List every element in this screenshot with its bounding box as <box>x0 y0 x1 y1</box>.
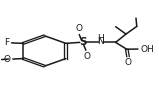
Text: O: O <box>83 52 90 61</box>
Text: N: N <box>97 37 103 46</box>
Text: O: O <box>124 58 131 67</box>
Text: OH: OH <box>141 45 154 54</box>
Text: S: S <box>79 37 86 47</box>
Text: O: O <box>75 24 82 33</box>
Text: O: O <box>3 55 10 64</box>
Text: H: H <box>97 34 104 43</box>
Text: F: F <box>5 38 10 47</box>
